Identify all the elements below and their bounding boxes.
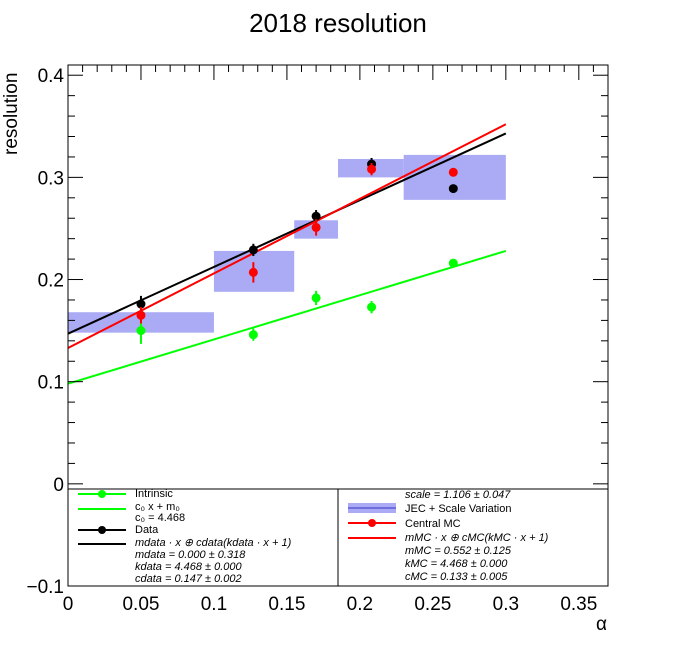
legend-box-left [67,488,339,587]
x-tick-label-5: 0.25 [414,594,451,615]
y-axis-label: resolution [1,73,22,155]
legend-fit0-line2: c₀ = 4.468 [135,512,185,524]
y-tick-label-2: 0.1 [38,373,64,394]
legend-data-fit-formula: mdata · x ⊕ cdata(kdata · x + 1) [135,537,292,549]
data-point-4 [448,184,458,194]
legend-c-data: cdata = 0.147 ± 0.002 [135,573,242,585]
intrinsic-point-4 [448,258,458,268]
legend-fit0-line1: c₀ x + m₀ [135,501,180,513]
legend-mc-fit-formula: mMC · x ⊕ cMC(kMC · x + 1) [405,532,549,544]
y-tick-label-5: 0.4 [38,66,65,87]
central_mc-point-0 [136,310,146,320]
x-tick-label-3: 0.15 [268,594,305,615]
legend-band-label: JEC + Scale Variation [405,503,512,515]
y-tick-label-3: 0.2 [38,271,64,292]
legend-k-data: kdata = 4.468 ± 0.000 [135,561,243,573]
x-tick-label-6: 0.3 [493,594,519,615]
x-tick-label-1: 0.05 [122,594,159,615]
x-tick-label-2: 0.1 [201,594,227,615]
band-layer [68,154,506,333]
legend-data-label: Data [135,524,159,536]
data-point-0 [136,299,146,309]
central_mc-point-2 [311,222,321,232]
mc_fit-line [67,123,507,349]
x-tick-label-7: 0.35 [560,594,597,615]
x-tick-label-0: 0 [63,594,74,615]
legend-intrinsic-marker [98,490,106,498]
legend-intrinsic-label: Intrinsic [135,488,173,500]
legend-data-marker [98,526,106,534]
legend-m-mc: mMC = 0.552 ± 0.125 [405,545,512,557]
legend-c-mc: cMC = 0.133 ± 0.005 [405,571,508,583]
legend-mc-marker [368,519,376,527]
legend-k-mc: kMC = 4.468 ± 0.000 [405,558,508,570]
data_fit-line [67,132,507,335]
x-axis-label: α [596,614,607,635]
intrinsic_fit-line [67,249,507,385]
y-tick-label-1: 0 [53,475,64,496]
intrinsic-point-1 [248,330,258,340]
point-layer [136,157,458,344]
data-point-2 [311,211,321,221]
central_mc-point-3 [367,164,377,174]
legend: Intrinsic c₀ x + m₀ c₀ = 4.468 Data mdat… [67,488,609,587]
chart-title: 2018 resolution [249,8,427,38]
intrinsic-point-0 [136,326,146,336]
y-tick-label-0: −0.1 [26,577,64,598]
legend-scale: scale = 1.106 ± 0.047 [405,489,511,501]
y-tick-label-4: 0.3 [38,168,64,189]
legend-m-data: mdata = 0.000 ± 0.318 [135,549,246,561]
central_mc-point-1 [248,267,258,277]
data-point-1 [248,245,258,255]
intrinsic-point-2 [311,293,321,303]
legend-mc-label: Central MC [405,518,461,530]
central_mc-point-4 [448,167,458,177]
x-tick-label-4: 0.2 [347,594,373,615]
band-box-4 [403,154,506,200]
intrinsic-point-3 [367,302,377,312]
